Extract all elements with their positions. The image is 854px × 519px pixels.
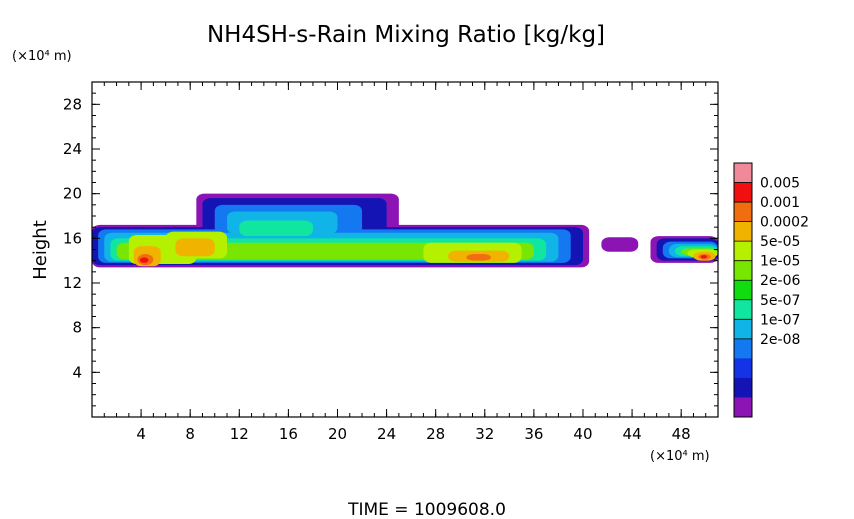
colorbar-swatch <box>734 202 752 222</box>
colorbar-swatch <box>734 182 752 203</box>
colorbar-swatch <box>734 397 752 418</box>
colorbar-swatch <box>734 358 752 379</box>
y-axis-unit: (×10⁴ m) <box>12 49 72 64</box>
y-tick-label: 12 <box>63 274 82 292</box>
y-tick-label: 28 <box>63 95 82 113</box>
x-tick-label: 4 <box>136 425 146 443</box>
time-label: TIME = 1009608.0 <box>347 500 506 519</box>
x-tick-label: 40 <box>573 425 592 443</box>
colorbar-label: 5e-07 <box>760 293 800 309</box>
colorbar-swatch <box>734 338 752 359</box>
y-tick-label: 24 <box>63 140 82 158</box>
x-tick-label: 48 <box>672 425 691 443</box>
x-tick-label: 16 <box>279 425 298 443</box>
colorbar-swatch <box>734 377 752 398</box>
y-axis-label: Height <box>30 220 51 280</box>
x-tick-label: 12 <box>230 425 249 443</box>
field-region-l7-r1 <box>175 238 215 257</box>
x-tick-label: 44 <box>623 425 642 443</box>
colorbar-swatch <box>734 260 752 281</box>
colorbar: 0.005 0.001 0.0002 5e-05 1e-05 2e-06 5e-07 1e-0… <box>733 162 809 418</box>
colorbar-label: 1e-07 <box>760 312 800 328</box>
x-tick-label: 8 <box>185 425 195 443</box>
field-region-l0-r2 <box>601 237 639 252</box>
colorbar-swatch <box>734 221 752 242</box>
colorbar-label: 5e-05 <box>760 234 800 250</box>
colorbar-swatch <box>734 319 752 340</box>
x-axis-unit: (×10⁴ m) <box>650 449 710 464</box>
field-region-l9-r0 <box>139 257 149 263</box>
colorbar-swatch <box>734 299 752 320</box>
mixing-ratio-field <box>92 193 718 268</box>
colorbar-swatch <box>734 280 752 301</box>
x-tick-label: 28 <box>426 425 445 443</box>
y-tick-label: 8 <box>72 319 82 337</box>
y-tick-label: 4 <box>72 363 82 381</box>
y-tick-label: 16 <box>63 229 82 247</box>
colorbar-label: 2e-06 <box>760 273 800 289</box>
x-tick-label: 32 <box>475 425 494 443</box>
colorbar-swatch <box>734 163 752 183</box>
colorbar-frame <box>733 162 753 418</box>
field-region-l4-r1 <box>239 220 313 237</box>
field-region-l8-r1 <box>466 253 491 261</box>
colorbar-swatch <box>734 241 752 261</box>
x-tick-label: 20 <box>328 425 347 443</box>
colorbar-label: 1e-05 <box>760 254 800 270</box>
colorbar-label: 0.0002 <box>760 215 809 231</box>
chart-title: NH4SH-s-Rain Mixing Ratio [kg/kg] <box>207 22 605 48</box>
x-tick-label: 36 <box>524 425 543 443</box>
colorbar-label: 0.005 <box>760 176 800 192</box>
colorbar-label: 2e-08 <box>760 332 800 348</box>
field-region-l9-r1 <box>700 255 707 259</box>
y-tick-label: 20 <box>63 185 82 203</box>
x-tick-label: 24 <box>377 425 396 443</box>
colorbar-label: 0.001 <box>760 195 800 211</box>
